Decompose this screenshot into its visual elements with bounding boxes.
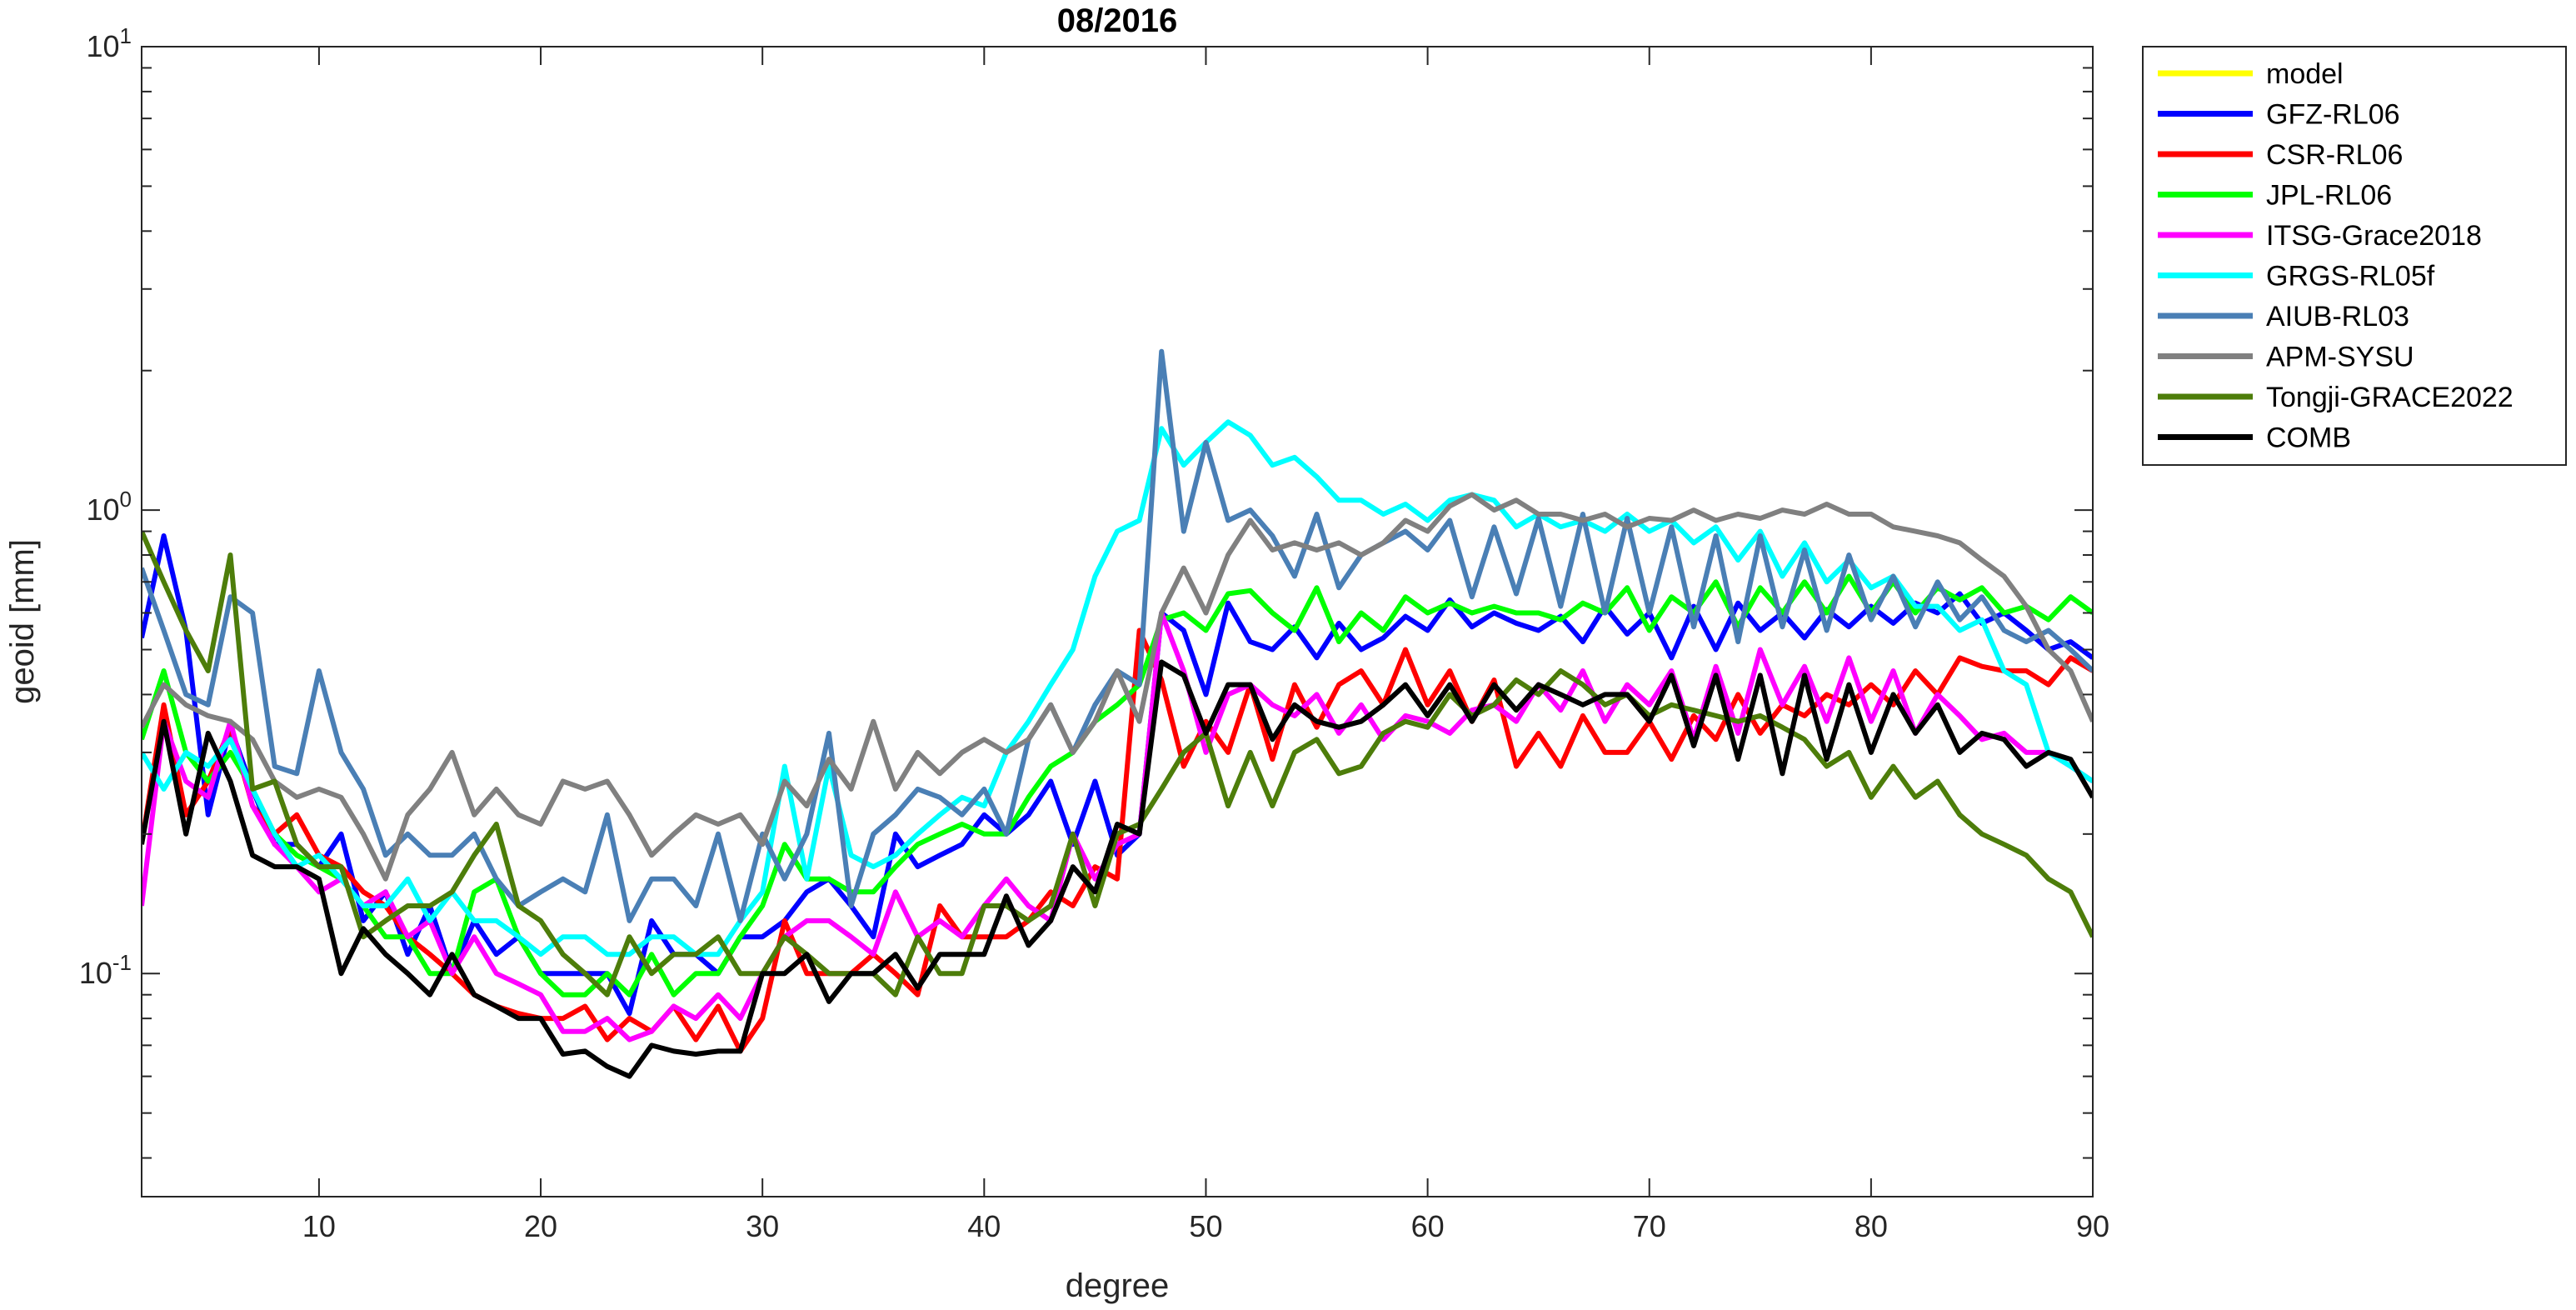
series-line-gfz-rl06	[142, 533, 2093, 1017]
x-tick-label: 50	[1189, 1209, 1222, 1243]
legend-label-model: model	[2266, 58, 2344, 90]
x-tick-label: 40	[967, 1209, 1001, 1243]
y-tick-label: 101	[86, 23, 132, 63]
chart-title: 08/2016	[1057, 2, 1178, 39]
axis-ticks: 10 20 30 40 50 60 70 80 90 101 100 10-1	[79, 23, 2109, 1243]
series-lines	[142, 348, 2093, 1079]
series-line-grgs-rl05f	[142, 419, 2093, 958]
series-line-comb	[142, 659, 2093, 1079]
y-tick-label: 10-1	[79, 950, 132, 990]
x-tick-label: 30	[746, 1209, 779, 1243]
series-line-csr-rl06	[142, 628, 2093, 1054]
legend-label-csr-rl06: CSR-RL06	[2266, 139, 2403, 171]
plot-area	[141, 46, 2094, 1198]
x-tick-label: 60	[1411, 1209, 1445, 1243]
legend-label-comb: COMB	[2266, 422, 2351, 454]
series-line-apm-sysu	[142, 492, 2093, 882]
x-tick-label: 70	[1633, 1209, 1666, 1243]
series-line-tongji-grace2022	[142, 530, 2093, 998]
legend-label-grgs-rl05f: GRGS-RL05f	[2266, 261, 2435, 292]
x-axis-title: degree	[1066, 1268, 1170, 1304]
x-tick-label: 10	[302, 1209, 336, 1243]
legend-label-apm-sysu: APM-SYSU	[2266, 342, 2414, 373]
y-axis-title: geoid [mm]	[4, 539, 41, 704]
series-line-jpl-rl06	[142, 573, 2093, 998]
x-tick-label: 20	[524, 1209, 557, 1243]
series-line-itsg-grace2018	[142, 610, 2093, 1042]
legend: model GFZ-RL06 CSR-RL06 JPL-RL06 ITSG-Grace2…	[2142, 46, 2567, 466]
x-tick-label: 80	[1855, 1209, 1888, 1243]
legend-label-aiub-rl03: AIUB-RL03	[2266, 301, 2409, 332]
legend-label-gfz-rl06: GFZ-RL06	[2266, 99, 2400, 131]
legend-label-tongji-grace2022: Tongji-GRACE2022	[2266, 382, 2514, 413]
x-tick-label: 90	[2076, 1209, 2109, 1243]
legend-label-jpl-rl06: JPL-RL06	[2266, 180, 2392, 212]
legend-label-itsg-grace2018: ITSG-Grace2018	[2266, 220, 2482, 252]
y-tick-label: 100	[86, 487, 132, 527]
